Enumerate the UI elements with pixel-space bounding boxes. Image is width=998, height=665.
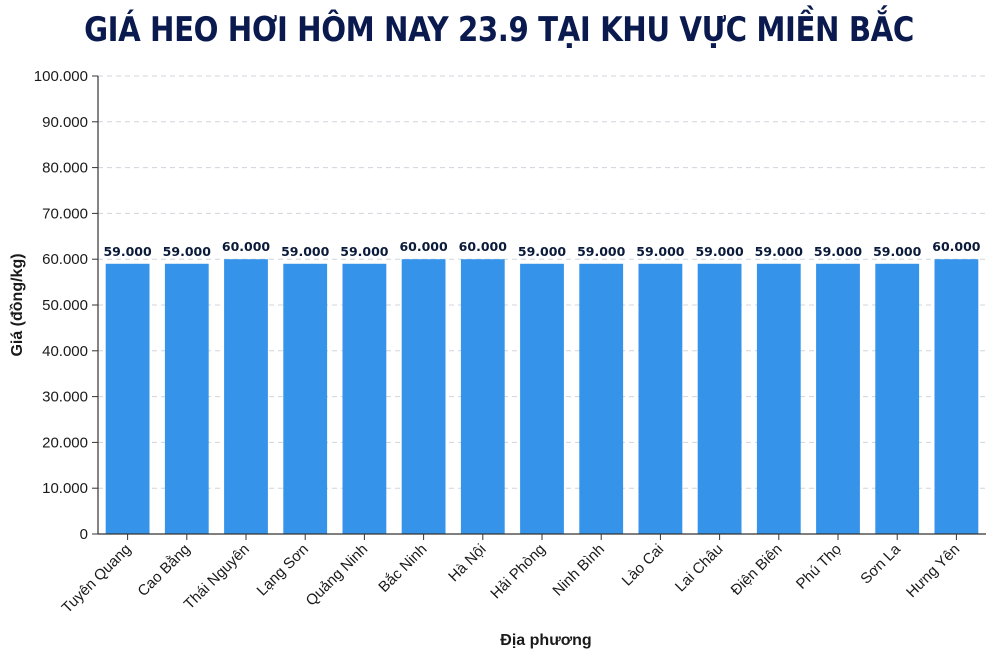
y-tick-label: 10.000 [42,480,88,497]
bar [401,259,446,534]
x-axis-title: Địa phương [500,632,591,649]
y-tick-label: 80.000 [42,160,88,177]
x-tick-label: Ninh Bình [549,541,608,600]
bar [934,259,979,534]
x-tick-label: Bắc Ninh [375,541,430,596]
data-label: 59.000 [518,244,567,259]
x-tick-label: Quảng Ninh [303,541,372,610]
bar [638,263,683,534]
y-tick-label: 30.000 [42,389,88,406]
x-tick-label: Sơn La [857,540,904,587]
y-tick-label: 100.000 [34,68,88,85]
data-label: 59.000 [873,244,922,259]
x-tick-label: Lào Cai [619,541,668,590]
x-tick-label: Lạng Sơn [254,541,313,600]
y-tick-label: 60.000 [42,251,88,268]
data-label: 60.000 [459,239,508,254]
data-label: 60.000 [932,239,981,254]
x-tick-label: Lai Châu [672,541,726,595]
y-tick-label: 70.000 [42,205,88,222]
x-tick-label: Điện Biên [728,541,786,599]
data-label: 59.000 [755,244,804,259]
y-tick-label: 40.000 [42,343,88,360]
data-label: 59.000 [577,244,626,259]
chart-title: GIÁ HEO HƠI HÔM NAY 23.9 TẠI KHU VỰC MIỀ… [84,10,914,50]
data-label: 59.000 [814,244,863,259]
x-tick-label: Tuyên Quang [59,541,135,617]
x-tick-label: Hưng Yên [903,541,963,601]
bar [224,259,268,534]
y-tick-label: 20.000 [42,434,88,451]
data-label: 60.000 [399,239,448,254]
x-tick-label: Phú Thọ [793,541,845,593]
data-label: 59.000 [163,244,212,259]
bars [105,259,979,534]
bar [342,263,387,534]
x-tick-label: Hải Phòng [487,541,549,603]
data-label: 60.000 [222,239,271,254]
bar [520,263,564,534]
y-tick-labels: 0 10.000 20.000 30.000 40.000 50.000 60.000 70.… [34,68,98,543]
bar [105,263,150,534]
y-tick-label: 90.000 [42,114,88,131]
data-label: 59.000 [281,244,330,259]
y-tick-label: 50.000 [42,297,88,314]
bar [875,263,920,534]
y-tick-label: 0 [80,526,88,543]
bar [164,263,209,534]
bar [816,263,860,534]
x-tick-label: Cao Bằng [134,541,193,600]
bar [283,263,328,534]
data-label: 59.000 [103,244,152,259]
data-label: 59.000 [340,244,389,259]
y-axis-title: Giá (đồng/kg) [9,253,26,356]
x-tick-label: Hà Nội [445,541,489,585]
data-labels: 59.000 59.000 60.000 59.000 59.000 60.000 60.0… [103,239,980,259]
data-label: 59.000 [695,244,744,259]
bar [460,259,505,534]
bar [579,263,624,534]
data-label: 59.000 [636,244,685,259]
bar [756,263,801,534]
bar [697,263,742,534]
